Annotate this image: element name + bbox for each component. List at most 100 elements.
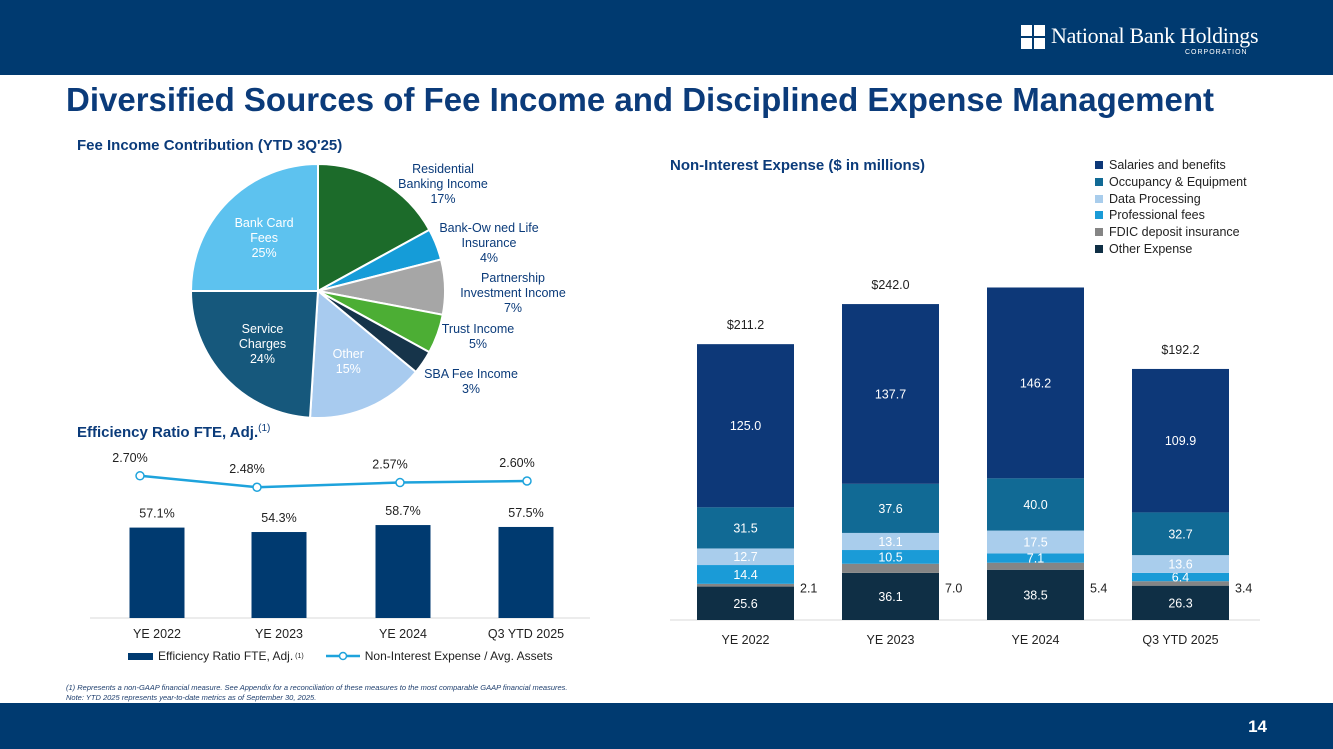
efficiency-x-tick-ye-2022: YE 2022	[133, 627, 181, 641]
nie-seg-professional-ye-2022	[697, 565, 794, 584]
efficiency-bar-label-ye-2024: 58.7%	[385, 504, 420, 518]
nie-seg-occupancy-ye-2024	[987, 478, 1084, 531]
legend-bar-label: Efficiency Ratio FTE, Adj.	[158, 649, 294, 663]
pie-slice-other	[308, 288, 418, 419]
legend-swatch-occupancy-equipment	[1095, 178, 1103, 187]
expense-assets-label-q3-ytd-2025: 2.60%	[499, 456, 534, 470]
legend-bar-note: (1)	[295, 652, 304, 660]
efficiency-bar-label-ye-2022: 57.1%	[139, 507, 174, 521]
nie-seg-data_processing-ye-2022	[697, 548, 794, 566]
nie-x-tick-q3-ytd-2025: Q3 YTD 2025	[1142, 633, 1218, 647]
efficiency-x-tick-q3-ytd-2025: Q3 YTD 2025	[488, 627, 564, 641]
nie-label-fdic-q3-ytd-2025: 3.4	[1235, 582, 1252, 596]
nie-seg-fdic-q3-ytd-2025	[1132, 581, 1229, 586]
expense-assets-point-q3-ytd-2025	[522, 476, 532, 486]
nie-seg-other-ye-2023	[842, 572, 939, 620]
pie-label-other-pct: 15%	[336, 362, 361, 376]
legend-swatch-professional-fees	[1095, 211, 1103, 220]
nie-total-q3-ytd-2025: $192.2	[1161, 343, 1199, 357]
pie-label-bank-owned-life-insurance-line-1: Insurance	[462, 236, 517, 250]
expense-assets-point-ye-2024	[395, 477, 405, 488]
legend-swatch-other-expense	[1095, 244, 1103, 253]
nie-label-salaries-ye-2022: 125.0	[730, 419, 761, 433]
nie-seg-salaries-q3-ytd-2025	[1132, 368, 1229, 513]
page-number: 14	[1248, 717, 1267, 736]
nie-label-salaries-ye-2024: 146.2	[1020, 376, 1051, 390]
pie-label-bank-owned-life-insurance-line-0: Bank-Ow ned Life	[439, 221, 538, 235]
pie-label-sba-fee-income-line-0: SBA Fee Income	[424, 367, 518, 381]
nie-label-data_processing-ye-2022: 12.7	[733, 550, 757, 564]
pie-label-service-charges-pct: 24%	[250, 352, 275, 366]
efficiency-bar-ye-2024	[375, 525, 431, 618]
legend-item-other-expense: Other Expense	[1095, 240, 1247, 257]
nie-label-professional-ye-2022: 14.4	[733, 568, 757, 582]
nie-label-professional-q3-ytd-2025: 6.4	[1172, 571, 1189, 585]
pie-label-residential-banking-income-pct: 17%	[430, 192, 455, 206]
header-band: National Bank Holdings CORPORATION	[0, 0, 1333, 75]
expense-assets-label-ye-2022: 2.70%	[112, 451, 147, 465]
nie-label-salaries-ye-2023: 137.7	[875, 388, 906, 402]
pie-label-bank-owned-life-insurance-pct: 4%	[480, 251, 498, 265]
pie-slice-bank-card-fees	[189, 162, 319, 292]
pie-label-trust-income-line-0: Trust Income	[442, 322, 515, 336]
pie-slice-service-charges	[189, 290, 320, 419]
nie-seg-other-q3-ytd-2025	[1132, 585, 1229, 620]
nie-seg-occupancy-ye-2022	[697, 507, 794, 549]
legend-line-swatch	[325, 651, 360, 661]
nie-label-professional-ye-2023: 10.5	[878, 550, 902, 564]
nie-seg-salaries-ye-2022	[697, 344, 794, 508]
nie-legend: Salaries and benefits Occupancy & Equipme…	[1095, 157, 1247, 257]
efficiency-legend: Efficiency Ratio FTE, Adj. (1) Non-Intere…	[128, 649, 553, 663]
logo-squares-icon	[1021, 25, 1045, 49]
legend-swatch-fdic-deposit-insurance	[1095, 228, 1103, 237]
nie-seg-salaries-ye-2024	[987, 287, 1084, 479]
nie-label-fdic-ye-2022: 2.1	[800, 582, 817, 596]
nie-seg-occupancy-ye-2023	[842, 483, 939, 533]
efficiency-bar-ye-2023	[251, 532, 307, 618]
efficiency-x-tick-ye-2023: YE 2023	[255, 627, 303, 641]
nie-seg-fdic-ye-2023	[842, 563, 939, 573]
pie-label-residential-banking-income-line-1: Banking Income	[398, 177, 488, 191]
pie-label-partnership-investment-income-line-1: Investment Income	[460, 286, 566, 300]
nie-seg-professional-q3-ytd-2025	[1132, 572, 1229, 582]
nie-label-professional-ye-2024: 7.1	[1027, 552, 1044, 566]
nie-total-ye-2023: $242.0	[871, 280, 909, 292]
nie-seg-data_processing-ye-2023	[842, 532, 939, 551]
nie-label-occupancy-ye-2022: 31.5	[733, 521, 757, 535]
pie-label-residential-banking-income-line-0: Residential	[412, 162, 474, 176]
efficiency-title-text: Efficiency Ratio FTE, Adj.	[77, 424, 259, 441]
nie-seg-occupancy-q3-ytd-2025	[1132, 512, 1229, 556]
company-logo[interactable]: National Bank Holdings CORPORATION	[1021, 22, 1271, 62]
pie-label-partnership-investment-income-line-0: Partnership	[481, 271, 545, 285]
legend-item-data-processing: Data Processing	[1095, 190, 1247, 207]
expense-assets-label-ye-2024: 2.57%	[372, 458, 407, 472]
nie-title: Non-Interest Expense ($ in millions)	[670, 157, 926, 174]
pie-label-partnership-investment-income-pct: 7%	[504, 301, 522, 315]
pie-label-service-charges-line-1: Charges	[239, 337, 286, 351]
efficiency-x-tick-ye-2024: YE 2024	[379, 627, 427, 641]
pie-label-bank-card-fees-pct: 25%	[252, 246, 277, 260]
footnotes: (1) Represents a non-GAAP financial meas…	[66, 683, 568, 703]
nie-label-occupancy-ye-2024: 40.0	[1023, 498, 1047, 512]
efficiency-title: Efficiency Ratio FTE, Adj.(1)	[77, 423, 270, 441]
efficiency-bar-label-q3-ytd-2025: 57.5%	[508, 506, 543, 520]
efficiency-title-note: (1)	[258, 423, 271, 434]
nie-seg-professional-ye-2023	[842, 550, 939, 564]
expense-assets-point-ye-2022	[135, 471, 145, 481]
pie-label-trust-income-pct: 5%	[469, 337, 487, 351]
nie-label-salaries-q3-ytd-2025: 109.9	[1165, 434, 1196, 448]
fee-income-title: Fee Income Contribution (YTD 3Q'25)	[77, 137, 343, 154]
nie-label-other-ye-2024: 38.5	[1023, 588, 1047, 602]
nie-label-other-ye-2023: 36.1	[878, 590, 902, 604]
nie-label-other-q3-ytd-2025: 26.3	[1168, 596, 1192, 610]
footnote-1: (1) Represents a non-GAAP financial meas…	[66, 683, 568, 692]
legend-swatch-data-processing	[1095, 194, 1103, 203]
efficiency-bar-q3-ytd-2025	[498, 526, 554, 618]
legend-label-fdic-deposit-insurance: FDIC deposit insurance	[1109, 225, 1240, 240]
legend-label-occupancy-equipment: Occupancy & Equipment	[1109, 175, 1247, 190]
efficiency-bar-ye-2022	[129, 527, 185, 618]
nie-label-fdic-ye-2024: 5.4	[1090, 582, 1107, 596]
legend-label-data-processing: Data Processing	[1109, 191, 1201, 206]
expense-assets-line	[139, 474, 528, 489]
pie-label-service-charges-line-0: Service	[242, 322, 284, 336]
